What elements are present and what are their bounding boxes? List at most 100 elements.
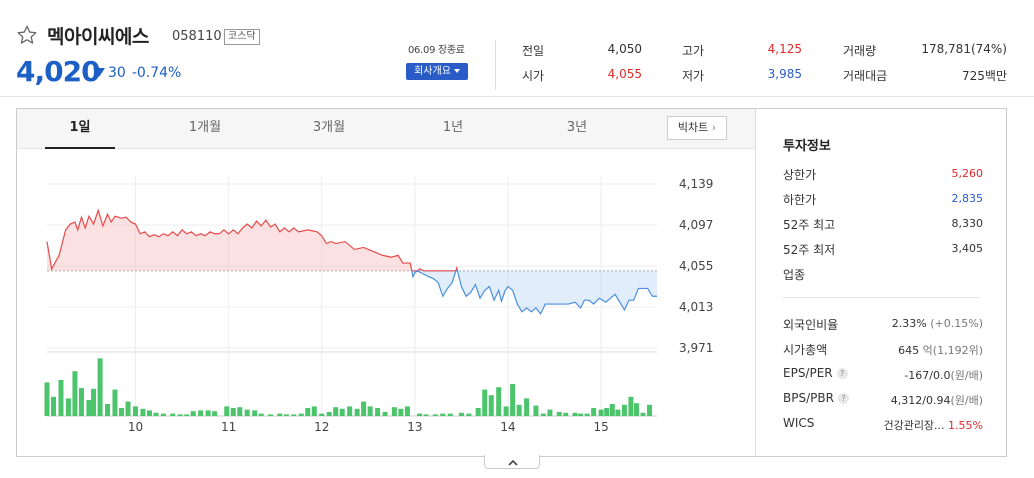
current-price: 4,020 (16, 55, 101, 88)
volume-bar (584, 413, 590, 416)
company-overview-button[interactable]: 회사개요 (406, 63, 468, 80)
eps-per-value: -167/0.0(원/배) (904, 367, 983, 383)
market-cap-value: 645 억(1,192위) (898, 342, 983, 358)
volume-bar (598, 409, 604, 416)
tab-1month[interactable]: 1개월 (188, 120, 222, 135)
stock-name: 멕아이씨에스 (47, 26, 149, 48)
bps-pbr-label: BPS/PBR? (783, 391, 849, 405)
volume-bar (311, 406, 317, 416)
help-icon[interactable]: ? (837, 393, 849, 404)
volume-bar (91, 388, 97, 416)
tab-1day[interactable]: 1일 (45, 109, 115, 149)
volume-bar (86, 400, 92, 416)
volume-bar (404, 406, 410, 416)
volume-bar (375, 408, 381, 416)
volume-bar (326, 412, 332, 416)
volume-bar (524, 398, 530, 416)
chart-panel: 1일 1개월 3개월 1년 3년 빅차트 › 4,139 4,097 4,055 4,… (16, 108, 1007, 457)
market-cap-unit: 억 (922, 344, 933, 357)
divider (495, 40, 496, 90)
eps-per: -167/0.0 (904, 369, 951, 382)
volume-bar (367, 406, 373, 416)
tab-1year[interactable]: 1년 (442, 120, 464, 135)
volume-bar (634, 403, 640, 416)
bps-pbr: 4,312/0.94 (890, 394, 951, 407)
volume-bar (556, 412, 562, 416)
volume-bar (447, 413, 453, 416)
volume-bar (547, 409, 553, 416)
volume-bar (319, 413, 325, 416)
chevron-up-icon (508, 459, 518, 466)
x-tick-label: 14 (500, 420, 515, 434)
side-divider (755, 109, 756, 456)
volume-bar (160, 413, 166, 416)
header-divider (0, 96, 1034, 97)
volume-bar (510, 384, 516, 416)
market-cap: 645 (898, 344, 920, 357)
upper-limit-value: 5,260 (951, 167, 984, 180)
prev-close-value: 4,050 (607, 42, 642, 56)
volume-bar (112, 389, 118, 416)
eps-per-text: EPS/PER (783, 366, 833, 380)
bps-pbr-value: 4,312/0.94(원/배) (891, 392, 983, 408)
open-label: 시가 (522, 69, 545, 83)
volume-bar (628, 396, 634, 416)
volume-bar (177, 414, 183, 416)
volume-label: 거래량 (843, 44, 877, 58)
volume-bar (125, 401, 131, 416)
volume-bar (339, 408, 345, 416)
volume-bar (153, 412, 159, 416)
volume-bar (382, 412, 388, 416)
volume-bar (572, 412, 578, 416)
volume-bar (398, 408, 404, 416)
volume-bar (65, 398, 71, 416)
tab-3month[interactable]: 3개월 (312, 120, 346, 135)
volume-bar (333, 407, 339, 416)
open-value: 4,055 (607, 67, 642, 81)
collapse-button[interactable] (484, 455, 540, 469)
y-tick-label: 4,097 (679, 218, 713, 232)
volume-bar (563, 412, 569, 416)
volume-bar (621, 404, 627, 416)
period-tabs: 1일 1개월 3개월 1년 3년 빅차트 › (17, 109, 755, 149)
price-chart: 4,139 4,097 4,055 4,013 3,971 10 11 12 13 14 15 (44, 176, 713, 434)
prev-close-label: 전일 (522, 44, 545, 58)
wics-percent: 1.55% (948, 419, 983, 432)
tab-3year[interactable]: 3년 (566, 120, 588, 135)
volume-bar (361, 401, 367, 416)
price-change: 30 -0.74% (93, 65, 181, 81)
52w-low-value: 3,405 (951, 242, 984, 255)
volume-bar (417, 413, 423, 416)
volume-bar (58, 380, 64, 416)
help-icon[interactable]: ? (836, 368, 848, 379)
volume-bar (230, 408, 236, 416)
amount-value: 725백만 (962, 69, 1007, 83)
amount-label: 거래대금 (843, 69, 888, 83)
52w-low-label: 52주 최저 (783, 243, 836, 257)
foreign-ratio: 2.33% (891, 317, 927, 330)
bigchart-button[interactable]: 빅차트 › (667, 116, 727, 140)
foreign-ratio-value: 2.33% (+0.15%) (892, 317, 983, 330)
volume-bar (482, 389, 488, 416)
foreign-ratio-change: (+0.15%) (930, 317, 983, 330)
wics-value: 건강관리장... 1.55% (883, 417, 983, 433)
volume-bar (354, 408, 360, 416)
volume-bar (647, 404, 653, 416)
volume-bar (105, 404, 111, 416)
price-up-area (47, 210, 458, 271)
star-icon[interactable] (16, 24, 38, 46)
company-overview-label: 회사개요 (414, 66, 451, 77)
wics-sector[interactable]: 건강관리장... (883, 419, 945, 432)
volume-bar (458, 412, 464, 416)
eps-per-unit: (원/배) (950, 369, 983, 382)
lower-limit-label: 하한가 (783, 193, 817, 207)
volume-bar (533, 405, 539, 416)
volume-bar (244, 409, 250, 416)
volume-bar (615, 409, 621, 416)
volume-bar (205, 410, 211, 416)
volume-value: 178,781(74%) (921, 42, 1007, 56)
x-tick-label: 12 (314, 420, 329, 434)
volume-bar (237, 407, 243, 416)
volume-bar (298, 413, 304, 416)
market-badge: 코스닥 (224, 29, 260, 45)
